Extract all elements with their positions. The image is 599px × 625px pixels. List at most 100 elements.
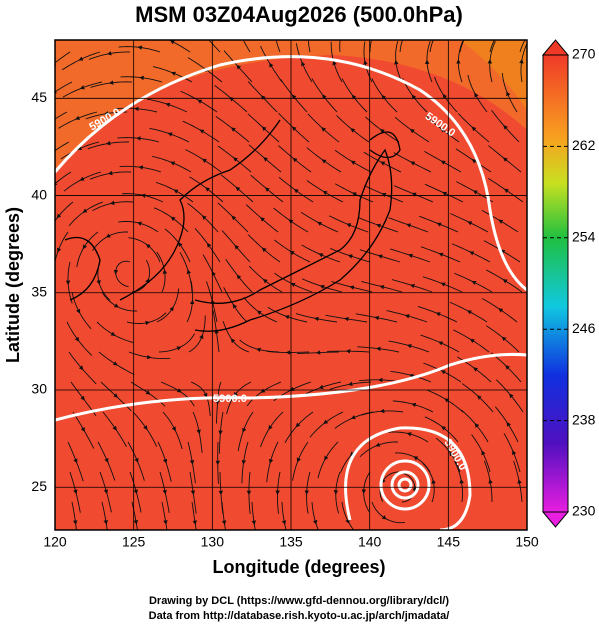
streamline: [427, 389, 447, 400]
streamline: [487, 58, 493, 83]
streamline: [218, 411, 224, 436]
streamline: [102, 411, 117, 431]
streamline: [440, 282, 463, 293]
streamline: [314, 316, 338, 323]
streamline: [165, 522, 168, 530]
streamline: [106, 51, 131, 56]
streamline: [295, 313, 317, 320]
streamline: [153, 207, 173, 219]
streamline: [37, 64, 53, 78]
streamline: [191, 501, 197, 525]
streamline: [135, 522, 138, 530]
streamline: [113, 334, 134, 343]
streamline: [109, 200, 134, 206]
streamline: [376, 223, 399, 233]
streamline: [374, 315, 398, 323]
streamline: [300, 211, 320, 224]
streamline: [199, 129, 220, 143]
streamline: [81, 368, 97, 385]
streamline: [132, 411, 148, 431]
streamline: [189, 176, 208, 189]
streamline: [149, 356, 171, 360]
streamline: [392, 400, 414, 405]
streamline: [231, 215, 249, 233]
x-tick-label: 145: [437, 534, 461, 550]
streamline: [186, 299, 195, 323]
streamline: [361, 410, 383, 416]
streamline: [119, 165, 141, 168]
streamline: [502, 279, 523, 293]
streamline: [189, 471, 196, 495]
streamline: [56, 231, 69, 253]
streamline: [79, 171, 102, 181]
contour-label: 5900.0: [213, 393, 247, 405]
streamline: [454, 461, 462, 482]
streamline: [221, 501, 227, 526]
streamline: [165, 102, 188, 113]
streamline: [242, 411, 254, 433]
streamline: [170, 216, 189, 233]
streamline: [158, 346, 182, 353]
streamline: [278, 176, 296, 191]
streamline: [331, 281, 352, 288]
streamline: [87, 143, 109, 150]
streamline: [340, 454, 352, 473]
streamline: [145, 428, 158, 447]
streamline: [409, 283, 433, 293]
streamline: [122, 193, 144, 196]
streamline: [379, 284, 403, 293]
streamline: [284, 425, 298, 444]
streamline: [474, 92, 488, 113]
streamline: [502, 157, 522, 173]
streamlines: [37, 40, 527, 530]
streamline: [217, 145, 236, 159]
streamline: [377, 254, 401, 263]
streamline: [268, 411, 284, 430]
streamline: [481, 450, 491, 473]
streamline: [202, 254, 214, 274]
streamline: [347, 254, 371, 263]
streamline: [269, 62, 283, 83]
streamline: [394, 185, 414, 195]
streamline: [179, 251, 189, 272]
streamline: [471, 159, 492, 173]
streamline: [422, 276, 443, 285]
streamline: [223, 287, 235, 306]
field-patch: [460, 40, 527, 110]
streamline: [241, 441, 249, 465]
streamline: [289, 250, 311, 263]
streamline: [363, 491, 370, 512]
streamline: [194, 522, 197, 530]
streamline: [459, 478, 464, 503]
streamline: [513, 460, 520, 482]
streamline: [391, 279, 413, 286]
streamline: [236, 274, 253, 293]
streamline: [500, 249, 521, 263]
streamline: [120, 76, 142, 79]
streamline: [471, 434, 483, 453]
streamline: [284, 315, 308, 323]
streamline: [486, 269, 505, 281]
streamline: [346, 223, 369, 233]
streamline: [284, 522, 287, 530]
streamline: [215, 402, 219, 424]
streamline: [467, 74, 476, 95]
streamline: [449, 451, 461, 473]
x-tick-label: 125: [122, 534, 146, 550]
streamline: [311, 78, 324, 97]
streamline: [262, 278, 283, 293]
streamline: [503, 433, 514, 453]
streamline: [473, 367, 492, 383]
streamline: [268, 441, 279, 464]
streamline: [388, 340, 410, 346]
streamline: [323, 411, 344, 425]
streamline: [55, 51, 71, 66]
streamline: [128, 351, 152, 360]
streamline: [344, 316, 368, 323]
streamline: [239, 339, 259, 350]
streamline: [266, 461, 271, 483]
plot-frame: [54, 39, 528, 531]
streamline: [307, 40, 311, 53]
colorbar-tick-label: 270: [572, 46, 596, 62]
streamline: [371, 501, 387, 520]
